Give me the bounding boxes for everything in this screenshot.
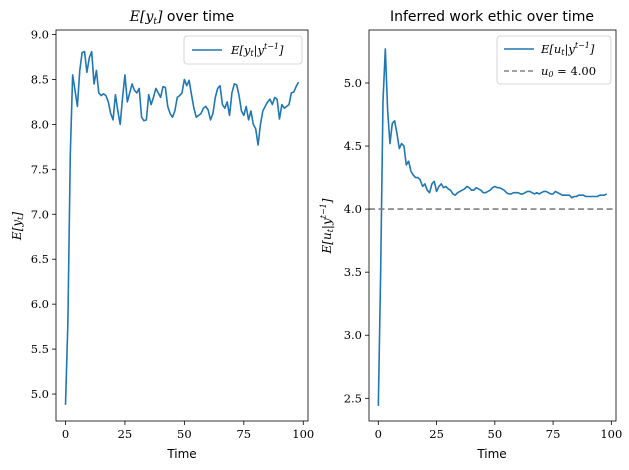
- x-tick-label-right-3: 75: [546, 427, 561, 441]
- plot-area-right: [369, 48, 616, 406]
- y-axis-label-right: E[ut|yt−1]: [319, 198, 335, 254]
- axes-frame-right: [368, 29, 617, 422]
- x-tick-label-right-2: 50: [488, 427, 503, 441]
- y-tick-label-left-8: 9.0: [31, 27, 49, 41]
- x-tick-label-right-4: 100: [600, 427, 622, 441]
- chart-left: 0 25 50 75 100 5.0 5.5 6.0 6.5 7.0 7.5 8.0 8.5 9.0 E[…: [10, 9, 314, 461]
- x-tick-label-left-1: 25: [118, 427, 133, 441]
- legend-label-right-1: u0 = 4.00: [541, 64, 596, 79]
- y-tick-label-right-0: 2.5: [344, 391, 362, 405]
- y-tick-label-left-2: 6.0: [31, 297, 49, 311]
- x-tick-label-left-3: 75: [236, 427, 251, 441]
- legend-box-left: [183, 35, 303, 65]
- x-tick-label-right-0: 0: [375, 427, 382, 441]
- chart-title-right: Inferred work ethic over time: [390, 9, 594, 25]
- legend-right: E[ut|yt−1] u0 = 4.00: [496, 35, 612, 85]
- y-tick-label-right-4: 4.5: [344, 139, 362, 153]
- tick-marks-right: 0 25 50 75 100 2.5 3.0 3.5 4.0 4.5 5.0: [344, 76, 623, 441]
- tick-marks-left: 0 25 50 75 100 5.0 5.5 6.0 6.5 7.0 7.5 8.0 8.5 9.0: [31, 27, 315, 441]
- plot-area-left: [64, 50, 300, 405]
- y-tick-label-left-6: 8.0: [31, 117, 49, 131]
- axes-frame-left: [55, 29, 309, 422]
- y-tick-label-left-0: 5.0: [31, 387, 49, 401]
- y-tick-label-left-7: 8.5: [31, 72, 49, 86]
- y-tick-label-right-3: 4.0: [344, 202, 362, 216]
- x-tick-label-left-2: 50: [177, 427, 192, 441]
- x-axis-label-left: Time: [166, 447, 196, 461]
- legend-left: E[yt|yt−1]: [183, 35, 303, 65]
- x-axis-label-right: Time: [476, 447, 506, 461]
- y-tick-label-right-2: 3.5: [344, 265, 362, 279]
- y-tick-label-left-1: 5.5: [31, 342, 49, 356]
- y-axis-label-left: E[yt]: [10, 212, 25, 241]
- x-tick-label-right-1: 25: [429, 427, 444, 441]
- legend-box-right: [496, 35, 612, 85]
- chart-right: 0 25 50 75 100 2.5 3.0 3.5 4.0 4.5 5.0 Inferred wo…: [319, 9, 622, 461]
- x-tick-label-left-0: 0: [62, 427, 69, 441]
- y-tick-label-left-3: 6.5: [31, 252, 49, 266]
- series-line-right-0: [377, 48, 608, 406]
- series-line-left-0: [64, 50, 300, 405]
- y-tick-label-left-5: 7.5: [31, 162, 49, 176]
- y-tick-label-right-5: 5.0: [344, 76, 362, 90]
- y-tick-label-right-1: 3.0: [344, 328, 362, 342]
- chart-title-left: E[yt] over time: [129, 9, 234, 27]
- x-tick-label-left-4: 100: [292, 427, 314, 441]
- y-tick-label-left-4: 7.0: [31, 207, 49, 221]
